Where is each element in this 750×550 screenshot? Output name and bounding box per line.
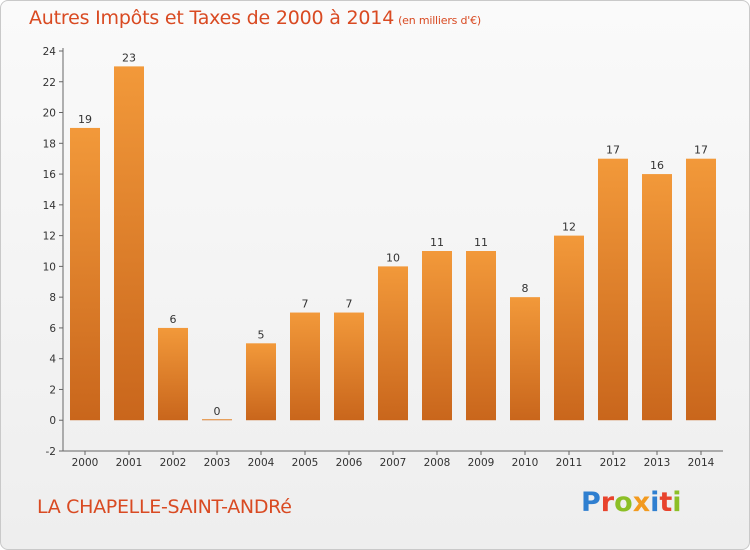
y-tick-label: 0 <box>49 415 56 427</box>
x-tick-label: 2009 <box>468 457 495 469</box>
y-tick-label: -2 <box>46 446 56 458</box>
x-tick-label: 2007 <box>380 457 407 469</box>
x-tick-label: 2005 <box>292 457 319 469</box>
data-label: 17 <box>694 144 708 157</box>
x-tick-label: 2000 <box>72 457 99 469</box>
y-tick-label: 14 <box>43 200 57 212</box>
logo-letter: o <box>614 487 633 518</box>
y-tick-label: 16 <box>43 169 57 181</box>
y-tick-label: 10 <box>43 261 56 273</box>
logo-letter: i <box>650 487 660 518</box>
chart-title-text: Autres Impôts et Taxes de 2000 à 2014 <box>29 7 395 29</box>
x-tick-label: 2001 <box>116 457 143 469</box>
x-tick-label: 2013 <box>644 457 671 469</box>
bar <box>466 251 496 421</box>
x-tick-label: 2010 <box>512 457 539 469</box>
x-tick-label: 2002 <box>160 457 187 469</box>
logo-letter: P <box>581 487 601 518</box>
data-label: 23 <box>122 51 136 64</box>
x-tick-label: 2006 <box>336 457 363 469</box>
bar <box>334 312 364 421</box>
data-label: 11 <box>430 236 444 249</box>
bar <box>70 127 100 421</box>
bar <box>422 251 452 421</box>
data-label: 12 <box>562 221 576 234</box>
y-tick-label: 12 <box>43 231 56 243</box>
y-tick-label: 6 <box>49 323 56 335</box>
data-label: 0 <box>214 405 221 418</box>
data-label: 11 <box>474 236 488 249</box>
bar <box>246 343 276 421</box>
bar <box>642 174 672 421</box>
bar <box>202 419 232 421</box>
data-label: 7 <box>302 298 309 311</box>
logo-letter: t <box>659 487 673 518</box>
proxiti-logo: Proxiti <box>581 487 682 518</box>
data-label: 17 <box>606 144 620 157</box>
y-tick-label: 2 <box>49 384 56 396</box>
data-label: 16 <box>650 159 664 172</box>
bar <box>510 297 540 421</box>
data-label: 5 <box>258 328 265 341</box>
bar <box>378 266 408 421</box>
x-tick-label: 2014 <box>688 457 715 469</box>
data-label: 6 <box>170 313 177 326</box>
y-tick-label: 22 <box>43 77 56 89</box>
x-tick-label: 2012 <box>600 457 627 469</box>
x-tick-label: 2004 <box>248 457 275 469</box>
commune-name: LA CHAPELLE-SAINT-ANDRé <box>37 496 292 518</box>
bar <box>158 327 188 421</box>
x-tick-label: 2008 <box>424 457 451 469</box>
data-label: 7 <box>346 298 353 311</box>
bar <box>290 312 320 421</box>
bar <box>598 158 628 421</box>
chart-unit-label: (en milliers d'€) <box>398 14 481 27</box>
logo-letter: r <box>600 487 615 518</box>
bar <box>114 66 144 421</box>
logo-letter: i <box>672 487 682 518</box>
data-label: 8 <box>522 282 529 295</box>
bar <box>554 235 584 421</box>
logo-letter: x <box>632 487 651 518</box>
data-label: 19 <box>78 113 92 126</box>
x-tick-label: 2011 <box>556 457 583 469</box>
bar <box>686 158 716 421</box>
y-tick-label: 24 <box>43 46 57 58</box>
y-tick-label: 20 <box>43 108 56 120</box>
y-tick-label: 8 <box>49 292 56 304</box>
y-tick-label: 4 <box>49 354 56 366</box>
chart-title: Autres Impôts et Taxes de 2000 à 2014 (en… <box>29 7 481 29</box>
x-tick-label: 2003 <box>204 457 231 469</box>
y-tick-label: 18 <box>43 138 56 150</box>
data-label: 10 <box>386 251 400 264</box>
